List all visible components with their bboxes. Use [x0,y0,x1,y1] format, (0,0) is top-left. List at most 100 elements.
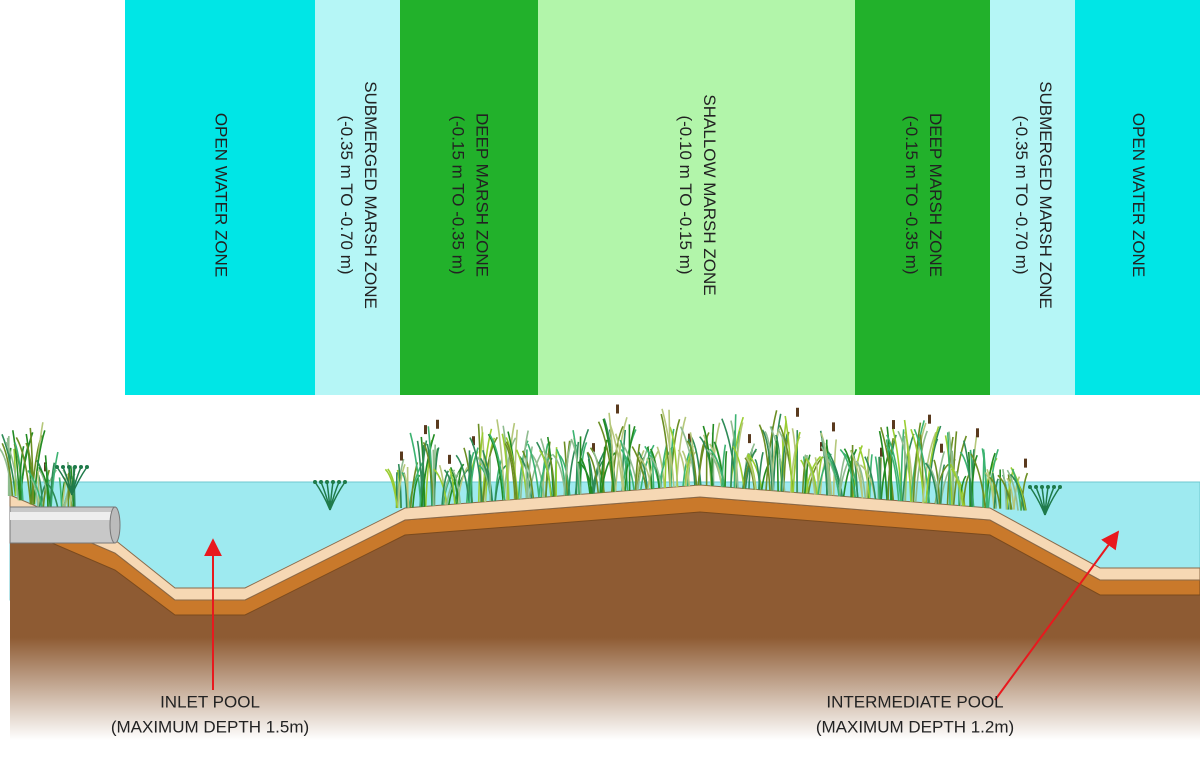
reed [804,455,816,495]
reed [409,432,422,507]
reed [455,454,470,504]
reed [754,458,761,490]
reed [656,446,666,489]
reed [1009,473,1025,511]
cattail [796,407,799,417]
annotation-line: INLET POOL [160,692,260,711]
cattail [688,433,691,443]
reed [817,453,832,495]
cattail [424,425,427,435]
reed [664,450,668,488]
reed [540,443,549,498]
zone-label-line: OPEN WATER ZONE [1129,113,1148,277]
reed [519,430,529,500]
reed [646,446,653,489]
reed [670,428,675,488]
submerged-leaf [1040,485,1044,489]
submerged-leaf [73,465,77,469]
reed [622,444,639,490]
reed [721,444,727,487]
zone-label: OPEN WATER ZONE [212,113,231,277]
reed [887,438,895,501]
reed [441,470,450,505]
annotation-line: (MAXIMUM DEPTH 1.5m) [111,717,309,736]
reed [878,430,888,501]
reed [25,433,33,505]
submerged-leaf [61,465,65,469]
zone-label: DEEP MARSH ZONE (-0.15 m TO -0.35 m) [902,113,945,277]
zone-label: SHALLOW MARSH ZONE (-0.10 m TO -0.15 m) [676,94,719,295]
reed [952,435,968,505]
reed [453,468,469,504]
zone-bands: OPEN WATER ZONE SUBMERGED MARSH ZONE (-0.3… [125,0,1200,395]
reed [804,454,811,494]
submerged-plant [1044,486,1061,516]
submerged-leaf [1046,485,1050,489]
cattail [880,447,883,457]
reed [482,436,499,503]
zone-label: DEEP MARSH ZONE (-0.15 m TO -0.35 m) [449,113,492,277]
reed [970,453,987,508]
reed [13,448,17,496]
reed [900,429,905,502]
reed [685,451,697,487]
submerged-leaf [343,480,347,484]
cattail [832,422,835,432]
reed [764,430,775,491]
zone-band [125,0,315,395]
zone-band [990,0,1075,395]
reed [648,455,663,489]
reed [864,456,877,500]
arrow [994,530,1120,701]
submerged-plant [71,466,88,496]
cattail [448,454,451,464]
reed [638,451,649,489]
reed [487,433,504,501]
reed [744,457,756,490]
reed [668,409,671,488]
cattail [892,420,895,430]
reed [838,454,853,497]
pipe-highlight [10,512,115,520]
reed [603,418,617,492]
reed [880,427,895,501]
reed [586,451,600,493]
reed [631,446,648,490]
reed [885,444,900,502]
submerged-leaf [337,480,341,484]
reed [675,416,687,488]
cattail [436,419,439,429]
zone-label-line: (-0.35 m TO -0.70 m) [337,115,356,274]
reed [686,440,698,486]
submerged-leaf [85,465,89,469]
reed [820,446,832,496]
reed [469,454,473,503]
reed [924,462,939,504]
cattail [940,443,943,453]
reed [912,422,922,503]
reed [403,473,410,508]
reed [620,448,635,490]
reed [33,430,46,505]
submerged-leaf [331,480,335,484]
reed [709,448,725,487]
reed [609,423,624,491]
submerged-leaf [319,480,323,484]
reed [396,464,406,509]
zone-label: SUBMERGED MARSH ZONE (-0.35 m TO -0.70 m) [1012,81,1055,309]
zone-label-line: (-0.10 m TO -0.15 m) [676,115,695,274]
reed [826,453,840,497]
reed [805,457,818,495]
reed [874,456,881,500]
zone-label-line: DEEP MARSH ZONE [473,113,492,277]
reed [29,427,35,505]
zone-label-line: (-0.15 m TO -0.35 m) [902,115,921,274]
zone-band [1075,0,1200,395]
reed [734,422,744,488]
reed [37,470,40,509]
cattail [1024,458,1027,468]
submerged-leaf [1028,485,1032,489]
annotation-line: (MAXIMUM DEPTH 1.2m) [816,717,1014,736]
reed [758,424,771,491]
reed [600,452,616,493]
